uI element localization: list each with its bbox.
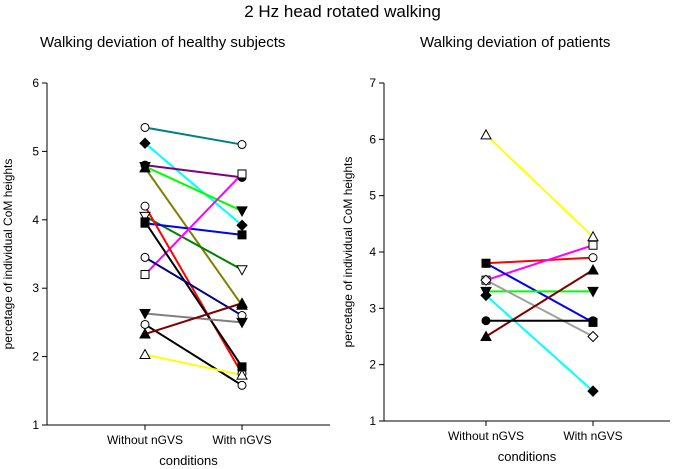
healthy-series-9-point-1 bbox=[140, 201, 150, 211]
y-tick-label: 6 bbox=[369, 132, 376, 146]
x-tick-label: With nGVS bbox=[563, 429, 622, 443]
healthy-series-15-point-1 bbox=[139, 348, 151, 360]
patients-series-7-line bbox=[485, 294, 594, 392]
patients-series-6-line bbox=[485, 279, 594, 338]
patients-series-5-point-2 bbox=[587, 286, 599, 298]
y-tick-label: 7 bbox=[369, 76, 376, 90]
y-tick-label: 1 bbox=[369, 414, 376, 428]
patients-series-1-point-1 bbox=[480, 128, 492, 140]
y-tick-label: 4 bbox=[32, 213, 39, 227]
healthy-series-10-point-1 bbox=[140, 217, 150, 227]
chart-healthy: 1 2 3 4 5 6 Without nGVS With nGVS conditions per… bbox=[1, 76, 330, 468]
y-tick-label: 2 bbox=[32, 350, 39, 364]
x-tick-label: With nGVS bbox=[212, 433, 271, 447]
healthy-series-12-point-1 bbox=[139, 309, 151, 320]
patients-series-4-point-1 bbox=[481, 258, 491, 268]
patients-series-1-line bbox=[485, 134, 594, 238]
patients-series-6-point-1 bbox=[480, 274, 492, 286]
x-tick-label: Without nGVS bbox=[107, 433, 183, 447]
patients-series-9-point-1 bbox=[481, 316, 491, 326]
healthy-series-8-point-2 bbox=[237, 169, 247, 179]
healthy-series-5-point-1 bbox=[139, 161, 151, 173]
healthy-series-10-line bbox=[144, 221, 243, 368]
healthy-series-15-line bbox=[144, 353, 243, 377]
patients-series-6-point-2 bbox=[587, 330, 599, 343]
patients-series-2-point-2 bbox=[588, 253, 598, 263]
y-axis-label: percetage of individual CoM heights bbox=[1, 159, 15, 350]
figure-title: 2 Hz head rotated walking bbox=[244, 2, 441, 21]
patients-series-9-point-2 bbox=[588, 316, 598, 326]
healthy-series-8-point-1 bbox=[140, 270, 150, 280]
patients-series-8-line bbox=[485, 269, 594, 338]
healthy-series-5-line bbox=[144, 167, 243, 306]
y-tick-label: 5 bbox=[369, 189, 376, 203]
healthy-series-3-line bbox=[144, 164, 243, 179]
y-tick-label: 4 bbox=[369, 245, 376, 259]
healthy-series-2-point-2 bbox=[236, 219, 248, 231]
healthy-series-14-point-2 bbox=[236, 297, 248, 308]
healthy-series-12-point-2 bbox=[236, 317, 248, 329]
chart-title-healthy: Walking deviation of healthy subjects bbox=[40, 34, 286, 51]
healthy-series-1-line bbox=[144, 126, 243, 146]
patients-series-8-point-1 bbox=[480, 330, 492, 341]
y-axis-label: percetage of individual CoM heights bbox=[341, 157, 355, 348]
healthy-series-14-point-1 bbox=[139, 327, 151, 339]
patients-series-7-point-2 bbox=[587, 385, 599, 397]
patients-series-3-point-2 bbox=[588, 240, 598, 250]
healthy-series-1-point-2 bbox=[237, 140, 247, 150]
x-axis-label: conditions bbox=[159, 453, 218, 468]
healthy-series-14-line bbox=[144, 302, 243, 335]
healthy-series-13-point-1 bbox=[140, 319, 150, 329]
patients-series-2-line bbox=[485, 256, 594, 265]
healthy-series-9-line bbox=[144, 205, 243, 375]
y-tick-label: 3 bbox=[369, 301, 376, 315]
y-tick-label: 5 bbox=[32, 144, 39, 158]
y-tick-label: 1 bbox=[32, 418, 39, 432]
patients-series-4-line bbox=[485, 262, 594, 324]
healthy-series-6-point-1 bbox=[139, 211, 151, 223]
healthy-series-2-point-1 bbox=[139, 137, 151, 149]
patients-series-8-point-2 bbox=[587, 263, 599, 275]
healthy-series-6-point-2 bbox=[236, 265, 248, 276]
healthy-series-4-point-2 bbox=[236, 206, 248, 217]
healthy-series-11-point-1 bbox=[140, 252, 150, 262]
healthy-series-1-point-1 bbox=[140, 122, 150, 132]
y-tick-label: 3 bbox=[32, 281, 39, 295]
y-tick-label: 2 bbox=[369, 358, 376, 372]
patients-series-3-line bbox=[485, 244, 594, 282]
healthy-series-2-line bbox=[144, 142, 243, 227]
healthy-series-11-line bbox=[144, 256, 243, 317]
x-tick-label: Without nGVS bbox=[448, 429, 524, 443]
patients-series-7-point-1 bbox=[480, 289, 492, 302]
chart-patients: 1 2 3 4 5 6 7 Without nGVS With nGVS conditions pe… bbox=[341, 76, 670, 464]
healthy-series-15-point-2 bbox=[236, 369, 248, 380]
healthy-series-4-line bbox=[144, 165, 243, 212]
x-axis-label: conditions bbox=[498, 449, 557, 464]
healthy-series-13-line bbox=[144, 323, 243, 387]
y-tick-label: 6 bbox=[32, 76, 39, 90]
healthy-series-7-point-2 bbox=[237, 230, 247, 240]
chart-title-patients: Walking deviation of patients bbox=[420, 34, 611, 51]
healthy-series-7-line bbox=[144, 222, 243, 236]
healthy-series-13-point-2 bbox=[237, 380, 247, 390]
healthy-series-8-line bbox=[144, 173, 243, 276]
